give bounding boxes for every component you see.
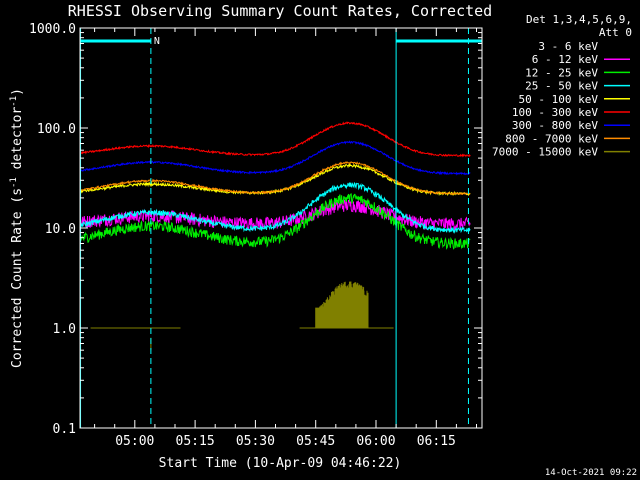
series-line	[80, 193, 471, 250]
legend-header-att: Att 0	[599, 26, 632, 39]
legend-entry: 7000 - 15000 keV	[492, 146, 598, 159]
generated-timestamp: 14-Oct-2021 09:22	[545, 468, 637, 478]
night-marker-label: N	[154, 36, 160, 47]
series-line	[80, 182, 471, 234]
x-axis: 05:00 05:15 05:30 05:45 06:00 06:15	[94, 28, 478, 449]
y-tick-label: 0.1	[53, 422, 76, 437]
legend-entry: 6 - 12 keV	[532, 53, 599, 66]
x-tick-label: 05:45	[296, 434, 335, 449]
legend-entry: 12 - 25 keV	[525, 66, 598, 79]
plot-area	[80, 121, 471, 351]
x-tick-label: 06:15	[417, 434, 456, 449]
y-tick-label: 10.0	[45, 222, 76, 237]
y-tick-label: 1000.0	[29, 22, 76, 37]
y-tick-label: 1.0	[53, 322, 76, 337]
x-tick-label: 05:00	[115, 434, 154, 449]
legend-entry: 800 - 7000 keV	[505, 132, 598, 145]
series-line	[80, 140, 471, 176]
legend-entry: 100 - 300 keV	[512, 106, 598, 119]
y-axis: 0.1 1.0 10.0 100.0 1000.0	[29, 22, 482, 437]
legend-entry: 25 - 50 keV	[525, 80, 598, 93]
x-tick-label: 06:00	[356, 434, 395, 449]
series-line	[80, 161, 471, 196]
legend-entry: 3 - 6 keV	[538, 40, 598, 53]
chart-title: RHESSI Observing Summary Count Rates, Co…	[68, 2, 492, 20]
legend-header: Det 1,3,4,5,6,9,	[526, 13, 632, 26]
x-tick-label: 05:15	[176, 434, 215, 449]
series-line	[90, 281, 394, 351]
legend-entry: 50 - 100 keV	[519, 93, 599, 106]
series-line	[80, 198, 471, 232]
x-tick-label: 05:30	[236, 434, 275, 449]
x-axis-label: Start Time (10-Apr-09 04:46:22)	[159, 456, 402, 471]
series-line	[80, 121, 471, 158]
legend-entry: 300 - 800 keV	[512, 119, 598, 132]
y-axis-label: Corrected Count Rate (s-1 detector-1)	[9, 88, 25, 368]
y-tick-label: 100.0	[37, 122, 76, 137]
